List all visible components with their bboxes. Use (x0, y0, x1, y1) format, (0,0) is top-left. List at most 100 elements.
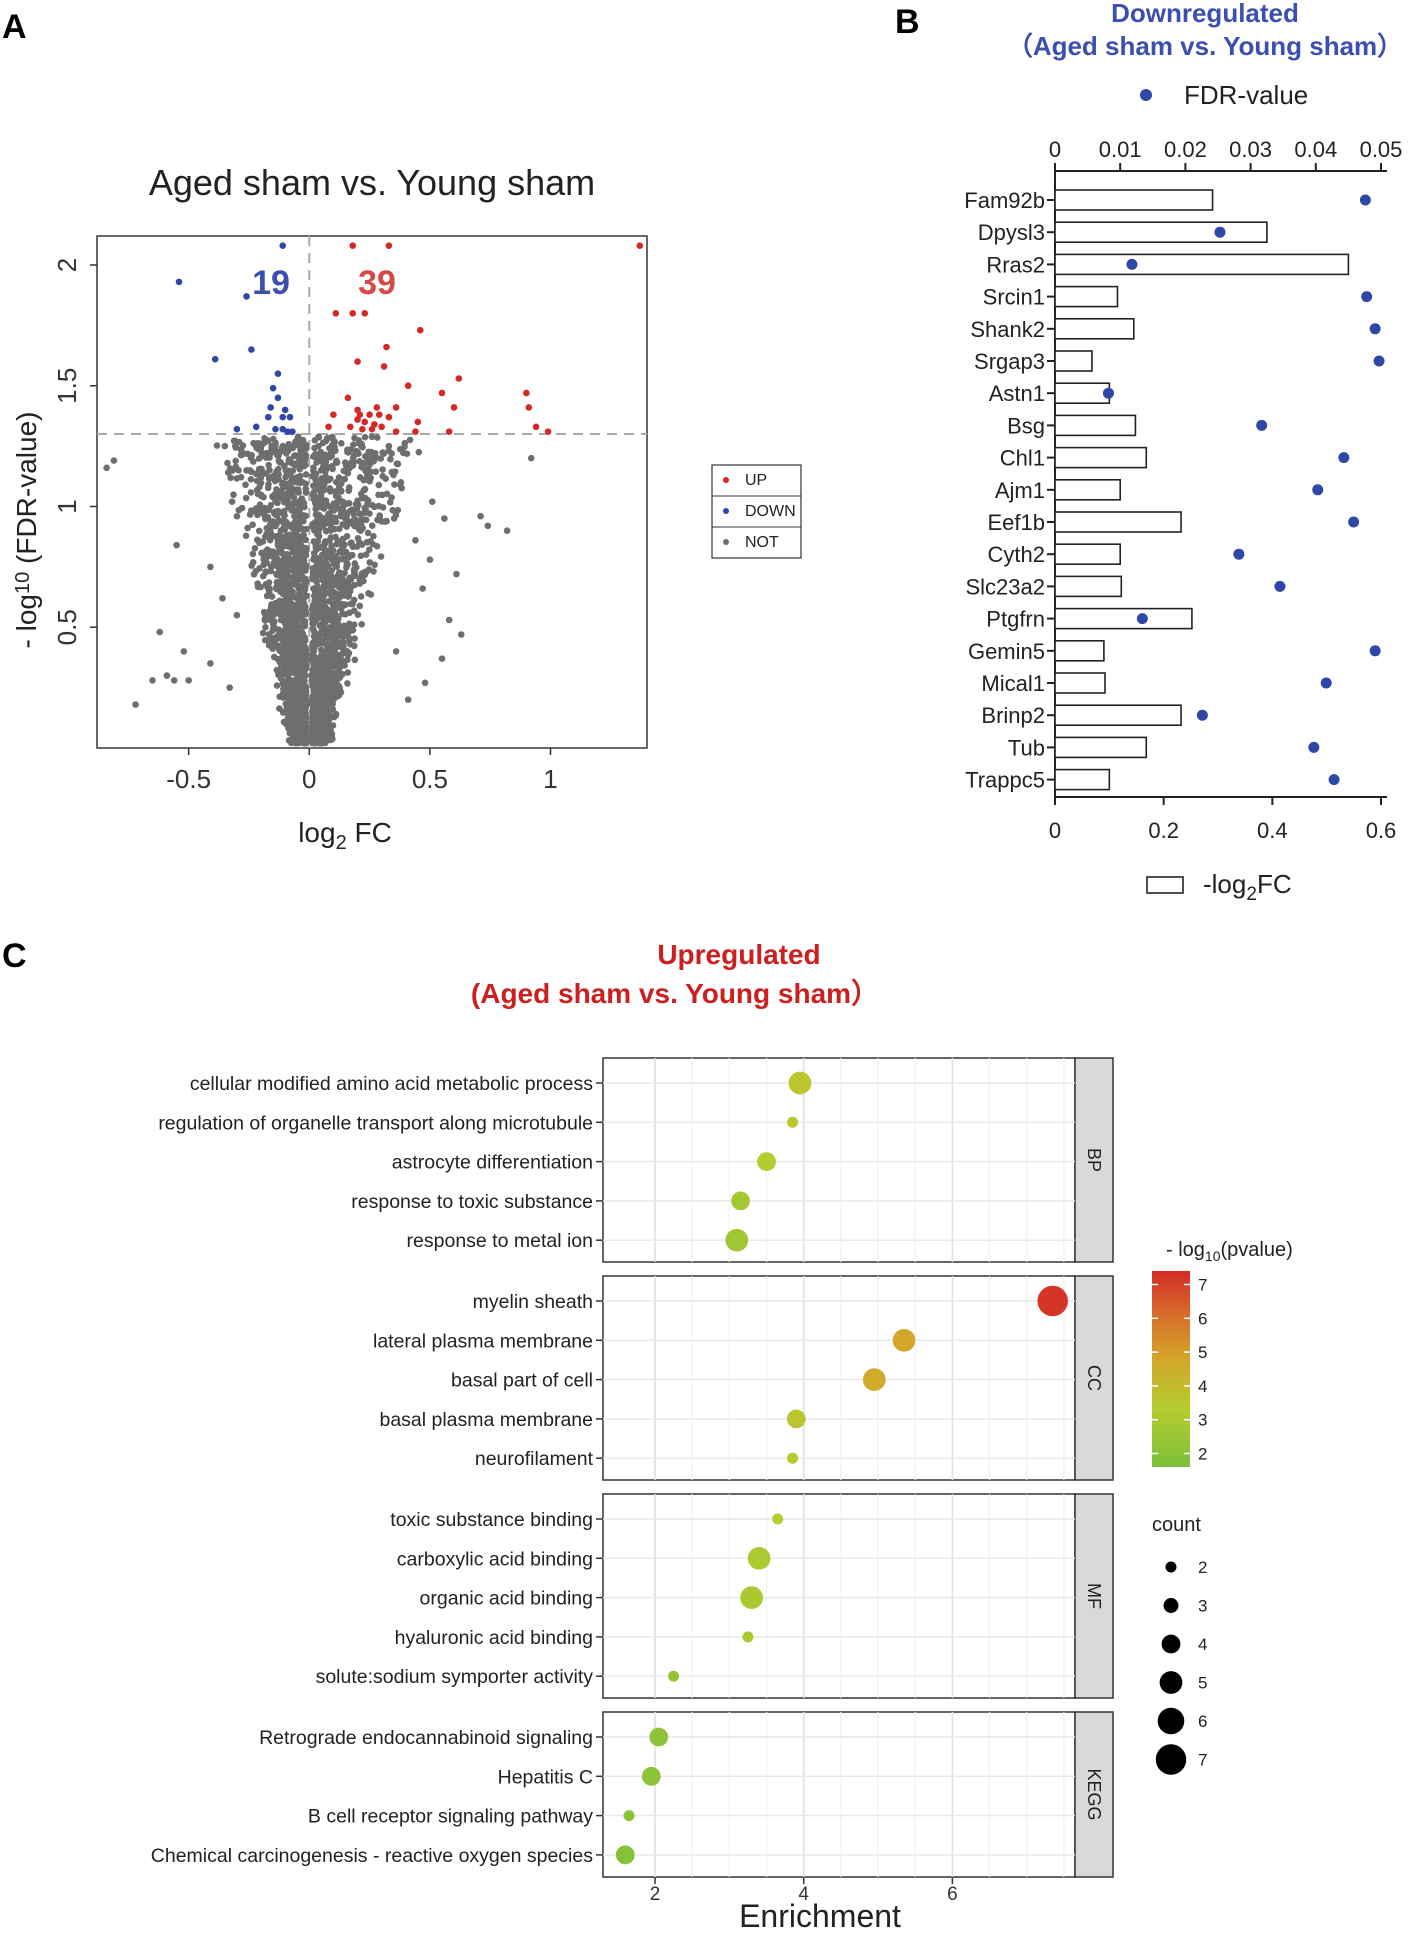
gene-label: Srcin1 (983, 285, 1045, 310)
not-point (330, 507, 338, 514)
not-point (284, 704, 292, 712)
not-point (289, 506, 297, 514)
down-point (279, 242, 287, 249)
not-point (279, 567, 286, 575)
not-point (275, 642, 283, 650)
bar (1054, 414, 1137, 437)
not-point (238, 504, 246, 512)
not-point (219, 594, 226, 602)
fdr-dot (1136, 613, 1148, 625)
not-point (253, 508, 260, 515)
not-point (265, 587, 273, 595)
not-point (283, 677, 291, 685)
not-point (289, 624, 296, 632)
x-tick-label: 6 (947, 1884, 958, 1905)
down-point (233, 425, 241, 433)
not-point (310, 691, 317, 699)
fdr-dot (1328, 774, 1340, 786)
not-point (358, 516, 365, 523)
bar (1054, 639, 1105, 662)
up-point (325, 423, 332, 431)
not-point (313, 578, 320, 585)
not-point (249, 521, 256, 528)
not-point (271, 477, 279, 485)
not-point (371, 561, 378, 569)
bar (1054, 285, 1119, 308)
size-legend-dot (1159, 1671, 1183, 1694)
not-point (291, 642, 298, 650)
not-point (242, 481, 249, 489)
not-point (342, 462, 350, 470)
not-point (284, 522, 291, 530)
not-point (453, 570, 460, 578)
not-point (366, 477, 373, 485)
not-point (328, 567, 336, 574)
term-label: basal part of cell (451, 1370, 593, 1392)
fdr-dot (1369, 323, 1381, 335)
not-point (315, 457, 322, 465)
not-point (324, 553, 331, 561)
not-point (300, 531, 307, 539)
y-tick-label: 0.5 (52, 609, 82, 645)
not-point (301, 604, 309, 611)
down-point (267, 404, 274, 411)
term-label: response to toxic substance (351, 1191, 593, 1213)
not-point (257, 465, 264, 473)
facet-strip (1074, 1057, 1114, 1263)
not-point (274, 534, 281, 541)
not-point (302, 525, 310, 533)
legend-up-label: UP (745, 472, 767, 489)
bar (1054, 736, 1148, 759)
gene-label: Astn1 (989, 381, 1045, 406)
not-point (261, 636, 269, 644)
legend-bar-swatch (1146, 876, 1184, 894)
not-point (349, 543, 357, 551)
not-point (312, 601, 320, 608)
term-dot (862, 1368, 886, 1391)
gene-label: Ptgfrn (986, 607, 1045, 632)
not-point (373, 434, 381, 441)
not-point (445, 616, 453, 624)
size-legend-dot (1161, 1634, 1181, 1654)
not-point (335, 483, 343, 491)
enrichment-x-axis: 2 4 6 (650, 1877, 958, 1905)
not-point (391, 481, 398, 488)
term-label: hyaluronic acid binding (395, 1627, 593, 1649)
up-point (412, 428, 419, 435)
not-point (355, 526, 363, 533)
not-point (357, 552, 365, 560)
not-point (290, 696, 298, 704)
size-legend-label: 7 (1198, 1751, 1207, 1770)
not-point (335, 525, 343, 533)
facet-label: BP (1084, 1148, 1104, 1172)
term-dot (615, 1845, 635, 1865)
not-point (185, 677, 192, 684)
not-point (330, 500, 338, 507)
size-legend-title: count (1152, 1514, 1201, 1536)
not-point (301, 739, 308, 747)
fdr-dot (1102, 387, 1114, 399)
not-point (170, 677, 178, 684)
not-point (419, 585, 426, 592)
not-point (345, 649, 353, 657)
not-point (289, 567, 297, 574)
not-point (374, 516, 381, 524)
x-tick-label: 1 (543, 764, 557, 794)
not-point (293, 601, 300, 608)
down-point (284, 428, 291, 435)
not-point (404, 696, 412, 703)
not-point (297, 478, 305, 486)
not-point (316, 669, 323, 677)
not-point (350, 451, 358, 459)
not-point (248, 562, 255, 570)
not-point (331, 648, 339, 656)
not-point (300, 460, 308, 467)
not-point (329, 593, 336, 600)
fdr-dot (1361, 291, 1373, 303)
not-point (156, 628, 164, 636)
not-point (375, 481, 383, 489)
not-point (252, 470, 260, 478)
not-point (317, 739, 324, 747)
bar (1054, 382, 1111, 405)
not-point (262, 515, 269, 523)
